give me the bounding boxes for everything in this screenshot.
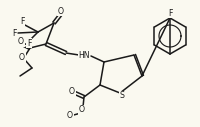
Text: O: O xyxy=(18,37,24,46)
Text: HN: HN xyxy=(78,52,89,60)
Text: O: O xyxy=(58,6,64,15)
Text: O: O xyxy=(79,106,85,115)
Text: O: O xyxy=(67,112,73,121)
Text: S: S xyxy=(119,91,124,100)
Text: F: F xyxy=(12,29,16,38)
Text: F: F xyxy=(20,17,24,26)
Text: F: F xyxy=(27,38,31,47)
Text: F: F xyxy=(167,9,171,18)
Text: O: O xyxy=(69,86,75,96)
Text: O: O xyxy=(19,53,25,62)
